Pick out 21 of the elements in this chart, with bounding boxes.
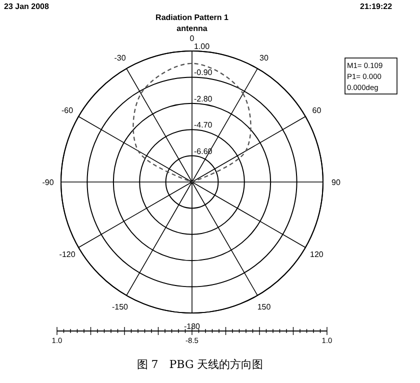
spoke-label: -150 bbox=[112, 302, 129, 312]
y-tick-label: -4.70 bbox=[194, 120, 213, 130]
spoke-label: 0 bbox=[190, 34, 195, 43]
chart-title: Radiation Pattern 1 bbox=[156, 13, 229, 22]
spoke-label: -30 bbox=[114, 53, 126, 62]
y-tick-label: 1.00 bbox=[194, 42, 210, 51]
spoke-label: 60 bbox=[312, 106, 322, 115]
spoke-label: 150 bbox=[257, 302, 272, 312]
y-tick-label: -0.90 bbox=[194, 68, 213, 78]
caption: 图 7 PBG 天线的方向图 bbox=[136, 358, 264, 371]
spoke-label: 90 bbox=[332, 178, 341, 187]
chart-subtitle: antenna bbox=[176, 24, 208, 33]
text: 23 Jan 2008 bbox=[4, 2, 50, 11]
spoke-label: -120 bbox=[59, 250, 76, 259]
y-tick-label: -2.80 bbox=[194, 94, 213, 104]
text: 21:19:22 bbox=[360, 2, 393, 11]
spoke-label: -180 bbox=[184, 322, 201, 331]
spoke-label: -90 bbox=[42, 178, 54, 187]
spoke-label: -60 bbox=[62, 106, 74, 115]
spoke-label: 120 bbox=[310, 250, 324, 259]
spoke-label: 30 bbox=[260, 53, 269, 62]
